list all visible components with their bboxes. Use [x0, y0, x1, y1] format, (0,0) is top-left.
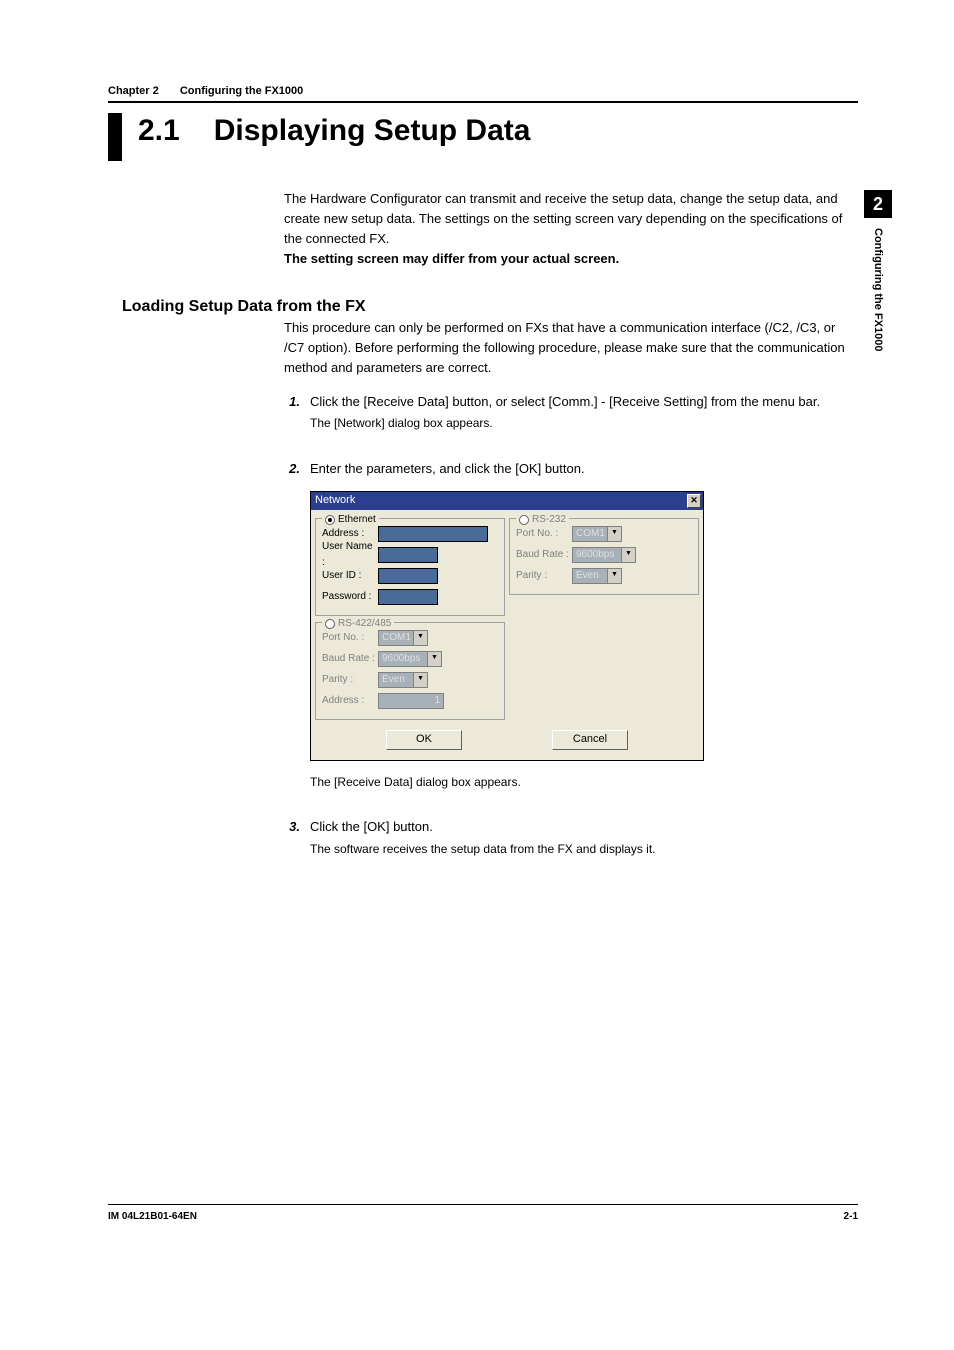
- dialog-titlebar: Network ✕: [311, 492, 703, 510]
- rs422-portno-select[interactable]: COM1 ▼: [378, 630, 428, 646]
- username-input[interactable]: [378, 547, 438, 563]
- step-num: 1.: [284, 392, 310, 433]
- tab-number: 2: [864, 190, 892, 218]
- rs422-baud-select[interactable]: 9600bps ▼: [378, 651, 442, 667]
- password-label: Password :: [322, 589, 378, 605]
- username-label: User Name :: [322, 539, 378, 570]
- side-tab: 2 Configuring the FX1000: [864, 190, 894, 351]
- rs422-parity-label: Parity :: [322, 672, 378, 688]
- step-num: 2.: [284, 459, 310, 479]
- rs422-portno-label: Port No. :: [322, 630, 378, 646]
- step-3: 3. Click the [OK] button. The software r…: [284, 817, 858, 858]
- subsection-intro: This procedure can only be performed on …: [284, 318, 858, 378]
- chevron-down-icon: ▼: [621, 548, 635, 562]
- step-text: Click the [OK] button.: [310, 817, 858, 837]
- section-title: Displaying Setup Data: [214, 113, 531, 149]
- intro-p1: The Hardware Configurator can transmit a…: [284, 189, 858, 249]
- rs422-address-label: Address :: [322, 693, 378, 709]
- ok-button[interactable]: OK: [386, 730, 462, 750]
- rs422-address-input[interactable]: 1: [378, 693, 444, 709]
- section-number: 2.1: [138, 113, 180, 149]
- address-input[interactable]: [378, 526, 488, 542]
- step-text: Enter the parameters, and click the [OK]…: [310, 459, 858, 479]
- rs232-baud-label: Baud Rate :: [516, 547, 572, 563]
- chapter-label: Chapter 2: [108, 85, 159, 97]
- chevron-down-icon: ▼: [413, 673, 427, 687]
- chevron-down-icon: ▼: [427, 652, 441, 666]
- step-1: 1. Click the [Receive Data] button, or s…: [284, 392, 858, 433]
- rs422-parity-select[interactable]: Even ▼: [378, 672, 428, 688]
- step-sub: The [Receive Data] dialog box appears.: [310, 773, 858, 792]
- step-text: Click the [Receive Data] button, or sele…: [310, 392, 858, 412]
- doc-id: IM 04L21B01-64EN: [108, 1211, 197, 1222]
- password-input[interactable]: [378, 589, 438, 605]
- network-dialog: Network ✕ Ethernet Address :: [310, 491, 704, 761]
- rs232-parity-label: Parity :: [516, 568, 572, 584]
- rs232-radio[interactable]: [519, 515, 529, 525]
- ethernet-legend: Ethernet: [338, 512, 376, 528]
- page-footer: IM 04L21B01-64EN 2-1: [108, 1204, 858, 1222]
- chevron-down-icon: ▼: [607, 527, 621, 541]
- subsection-heading: Loading Setup Data from the FX: [122, 298, 858, 316]
- step-sub: The [Network] dialog box appears.: [310, 414, 858, 433]
- rs232-portno-label: Port No. :: [516, 526, 572, 542]
- intro-p2: The setting screen may differ from your …: [284, 249, 858, 269]
- step-sub: The software receives the setup data fro…: [310, 840, 858, 859]
- dialog-title: Network: [315, 492, 355, 509]
- intro-block: The Hardware Configurator can transmit a…: [284, 189, 858, 270]
- step-2-sub: The [Receive Data] dialog box appears.: [284, 771, 858, 792]
- step-num: 3.: [284, 817, 310, 858]
- rs232-legend: RS-232: [532, 512, 566, 528]
- userid-input[interactable]: [378, 568, 438, 584]
- page-number: 2-1: [844, 1211, 858, 1222]
- running-header: Chapter 2 Configuring the FX1000: [108, 85, 858, 103]
- rs422-radio[interactable]: [325, 619, 335, 629]
- rs422-group: RS-422/485 Port No. : COM1 ▼ Baud Rate: [315, 622, 505, 720]
- chevron-down-icon: ▼: [413, 631, 427, 645]
- rs232-parity-select[interactable]: Even ▼: [572, 568, 622, 584]
- section-bar: [108, 113, 122, 161]
- tab-text: Configuring the FX1000: [872, 228, 884, 351]
- rs232-portno-select[interactable]: COM1 ▼: [572, 526, 622, 542]
- network-dialog-figure: Network ✕ Ethernet Address :: [310, 491, 858, 761]
- ethernet-radio[interactable]: [325, 515, 335, 525]
- rs232-baud-select[interactable]: 9600bps ▼: [572, 547, 636, 563]
- rs422-baud-label: Baud Rate :: [322, 651, 378, 667]
- step-2: 2. Enter the parameters, and click the […: [284, 459, 858, 479]
- chevron-down-icon: ▼: [607, 569, 621, 583]
- userid-label: User ID :: [322, 568, 378, 584]
- cancel-button[interactable]: Cancel: [552, 730, 628, 750]
- section-title-row: 2.1 Displaying Setup Data: [108, 113, 858, 161]
- step-list: 1. Click the [Receive Data] button, or s…: [284, 392, 858, 858]
- ethernet-group: Ethernet Address : User Name :: [315, 518, 505, 616]
- rs232-group: RS-232 Port No. : COM1 ▼ Baud Rate :: [509, 518, 699, 595]
- chapter-title: Configuring the FX1000: [180, 85, 303, 97]
- close-icon[interactable]: ✕: [687, 494, 701, 508]
